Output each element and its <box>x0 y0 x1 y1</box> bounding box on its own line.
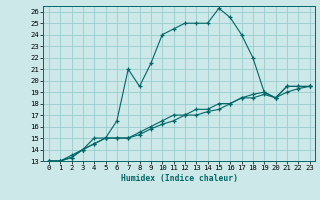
X-axis label: Humidex (Indice chaleur): Humidex (Indice chaleur) <box>121 174 238 183</box>
